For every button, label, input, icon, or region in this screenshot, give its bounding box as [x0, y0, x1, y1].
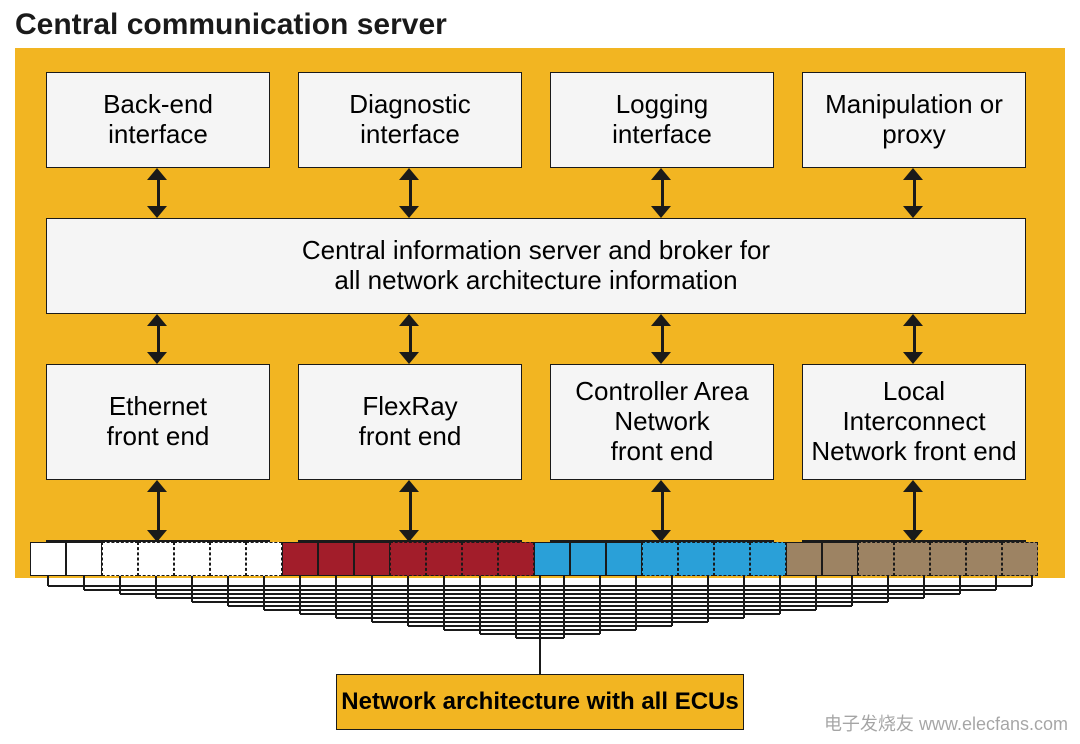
segment-cell [966, 542, 1002, 576]
frontend-box-0-line: Ethernet [109, 392, 207, 422]
interface-box-1-line: interface [360, 120, 460, 150]
frontend-box-3-line: Interconnect [842, 407, 985, 437]
segment-cell [678, 542, 714, 576]
segment-cell [354, 542, 390, 576]
frontend-box-1-line: FlexRay [362, 392, 457, 422]
interface-box-2-line: Logging [616, 90, 709, 120]
double-arrow [409, 314, 411, 364]
interface-box-2: Logginginterface [550, 72, 774, 168]
segment-cell [498, 542, 534, 576]
central-server-box-line: Central information server and broker fo… [302, 236, 770, 266]
segment-cell [822, 542, 858, 576]
segment-cell [894, 542, 930, 576]
segment-cell [858, 542, 894, 576]
interface-box-1-line: Diagnostic [349, 90, 470, 120]
interface-box-1: Diagnosticinterface [298, 72, 522, 168]
segment-cell [426, 542, 462, 576]
segment-cell [138, 542, 174, 576]
segment-cell [210, 542, 246, 576]
segment-cell [174, 542, 210, 576]
frontend-box-0-line: front end [107, 422, 210, 452]
segment-cell [606, 542, 642, 576]
segment-cell [390, 542, 426, 576]
interface-box-0-line: Back-end [103, 90, 213, 120]
frontend-box-2: Controller AreaNetworkfront end [550, 364, 774, 480]
frontend-box-1: FlexRayfront end [298, 364, 522, 480]
network-arch-box: Network architecture with all ECUs [336, 674, 744, 730]
segment-cell [534, 542, 570, 576]
segment-cell [642, 542, 678, 576]
double-arrow [157, 168, 159, 218]
frontend-box-3-line: Network front end [811, 437, 1016, 467]
segment-cell [30, 542, 66, 576]
segment-cell [750, 542, 786, 576]
frontend-box-3: LocalInterconnectNetwork front end [802, 364, 1026, 480]
interface-box-0-line: interface [108, 120, 208, 150]
double-arrow [409, 168, 411, 218]
diagram-title: Central communication server [15, 8, 447, 42]
interface-box-3-line: proxy [882, 120, 946, 150]
watermark: 电子发烧友 www.elecfans.com [824, 710, 1068, 736]
segment-cell [462, 542, 498, 576]
segment-cell [570, 542, 606, 576]
double-arrow [661, 168, 663, 218]
segment-cell [1002, 542, 1038, 576]
double-arrow [661, 314, 663, 364]
interface-box-2-line: interface [612, 120, 712, 150]
interface-box-3-line: Manipulation or [825, 90, 1003, 120]
frontend-box-2-line: Network [614, 407, 709, 437]
frontend-box-0: Ethernetfront end [46, 364, 270, 480]
segment-cell [786, 542, 822, 576]
double-arrow [913, 314, 915, 364]
double-arrow [913, 168, 915, 218]
interface-box-3: Manipulation orproxy [802, 72, 1026, 168]
segment-cell [318, 542, 354, 576]
segment-cell [282, 542, 318, 576]
frontend-box-3-line: Local [883, 377, 945, 407]
segment-cell [66, 542, 102, 576]
segment-cell [930, 542, 966, 576]
central-server-box-line: all network architecture information [334, 266, 737, 296]
segment-cell [246, 542, 282, 576]
frontend-box-2-line: Controller Area [575, 377, 748, 407]
central-server-box: Central information server and broker fo… [46, 218, 1026, 314]
segment-cell [714, 542, 750, 576]
frontend-box-1-line: front end [359, 422, 462, 452]
double-arrow [157, 314, 159, 364]
frontend-box-2-line: front end [611, 437, 714, 467]
interface-box-0: Back-endinterface [46, 72, 270, 168]
network-arch-label: Network architecture with all ECUs [341, 688, 738, 716]
segment-cell [102, 542, 138, 576]
